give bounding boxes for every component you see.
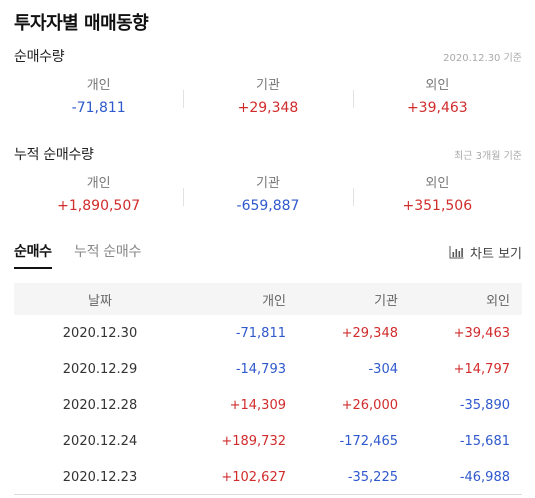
bar-chart-icon <box>449 245 464 258</box>
cumulative-section-note: 최근 3개월 기준 <box>454 151 522 162</box>
header-foreign: 외인 <box>486 293 510 309</box>
row-individual: -14,793 <box>235 361 286 377</box>
row-foreign: +39,463 <box>453 325 510 341</box>
chart-view-label: 차트 보기 <box>470 246 522 262</box>
net-institution-label: 기관 <box>256 78 280 93</box>
tab-cumulative-purchase[interactable]: 누적 순매수 <box>74 244 142 260</box>
cumulative-institution-label: 기관 <box>256 176 280 191</box>
net-summary-foreign: 외인 +39,463 <box>352 76 522 119</box>
net-individual-value: -71,811 <box>71 100 126 116</box>
table-row: 2020.12.28 +14,309 +26,000 -35,890 <box>14 387 522 423</box>
page-title: 투자자별 매매동향 <box>14 13 149 34</box>
net-summary-institution: 기관 +29,348 <box>183 76 352 119</box>
row-date: 2020.12.23 <box>62 469 138 485</box>
net-section-header: 순매수량 2020.12.30 기준 <box>14 46 522 66</box>
row-date: 2020.12.29 <box>62 361 138 377</box>
cumulative-individual-label: 개인 <box>86 176 111 191</box>
row-institution: +26,000 <box>341 397 398 413</box>
row-date: 2020.12.28 <box>62 397 138 413</box>
cumulative-summary-individual: 개인 +1,890,507 <box>14 174 183 217</box>
table-row: 2020.12.29 -14,793 -304 +14,797 <box>14 351 522 387</box>
table-bottom-divider <box>14 494 522 495</box>
net-foreign-label: 외인 <box>425 78 450 93</box>
row-institution: -172,465 <box>339 433 398 449</box>
net-individual-label: 개인 <box>86 78 111 93</box>
net-summary: 개인 -71,811 기관 +29,348 외인 +39,463 <box>14 76 522 119</box>
row-institution: -35,225 <box>347 469 398 485</box>
cumulative-section-header: 누적 순매수량 최근 3개월 기준 <box>14 144 522 164</box>
row-individual: +102,627 <box>221 469 286 485</box>
table-row: 2020.12.30 -71,811 +29,348 +39,463 <box>14 315 522 351</box>
header-date: 날짜 <box>88 293 112 309</box>
cumulative-section-label: 누적 순매수량 <box>14 147 94 163</box>
cumulative-foreign-value: +351,506 <box>402 198 473 214</box>
net-section-label: 순매수량 <box>14 49 65 65</box>
chart-view-button[interactable]: 차트 보기 <box>449 239 522 265</box>
row-individual: +189,732 <box>221 433 286 449</box>
row-institution: +29,348 <box>341 325 398 341</box>
table-row: 2020.12.23 +102,627 -35,225 -46,988 <box>14 459 522 495</box>
row-date: 2020.12.30 <box>62 325 138 341</box>
row-foreign: +14,797 <box>453 361 510 377</box>
table-row: 2020.12.24 +189,732 -172,465 -15,681 <box>14 423 522 459</box>
row-foreign: -15,681 <box>459 433 510 449</box>
row-individual: -71,811 <box>235 325 286 341</box>
net-foreign-value: +39,463 <box>406 100 468 116</box>
net-institution-value: +29,348 <box>237 100 299 116</box>
cumulative-summary-institution: 기관 -659,887 <box>183 174 352 217</box>
cumulative-summary: 개인 +1,890,507 기관 -659,887 외인 +351,506 <box>14 174 522 217</box>
header-institution: 기관 <box>374 293 398 309</box>
cumulative-individual-value: +1,890,507 <box>57 198 141 214</box>
daily-trade-table: 날짜 개인 기관 외인 2020.12.30 -71,811 +29,348 +… <box>14 283 522 495</box>
tab-net-purchase[interactable]: 순매수 <box>14 239 52 269</box>
net-section-note: 2020.12.30 기준 <box>443 53 522 64</box>
cumulative-institution-value: -659,887 <box>236 198 300 214</box>
row-individual: +14,309 <box>229 397 286 413</box>
cumulative-foreign-label: 외인 <box>425 176 450 191</box>
row-institution: -304 <box>368 361 398 377</box>
tab-bar: 순매수 누적 순매수 차트 보기 <box>14 239 522 271</box>
row-date: 2020.12.24 <box>62 433 138 449</box>
table-header-row: 날짜 개인 기관 외인 <box>14 283 522 315</box>
row-foreign: -35,890 <box>459 397 510 413</box>
header-individual: 개인 <box>262 293 286 309</box>
row-foreign: -46,988 <box>459 469 510 485</box>
net-summary-individual: 개인 -71,811 <box>14 76 183 119</box>
cumulative-summary-foreign: 외인 +351,506 <box>352 174 522 217</box>
